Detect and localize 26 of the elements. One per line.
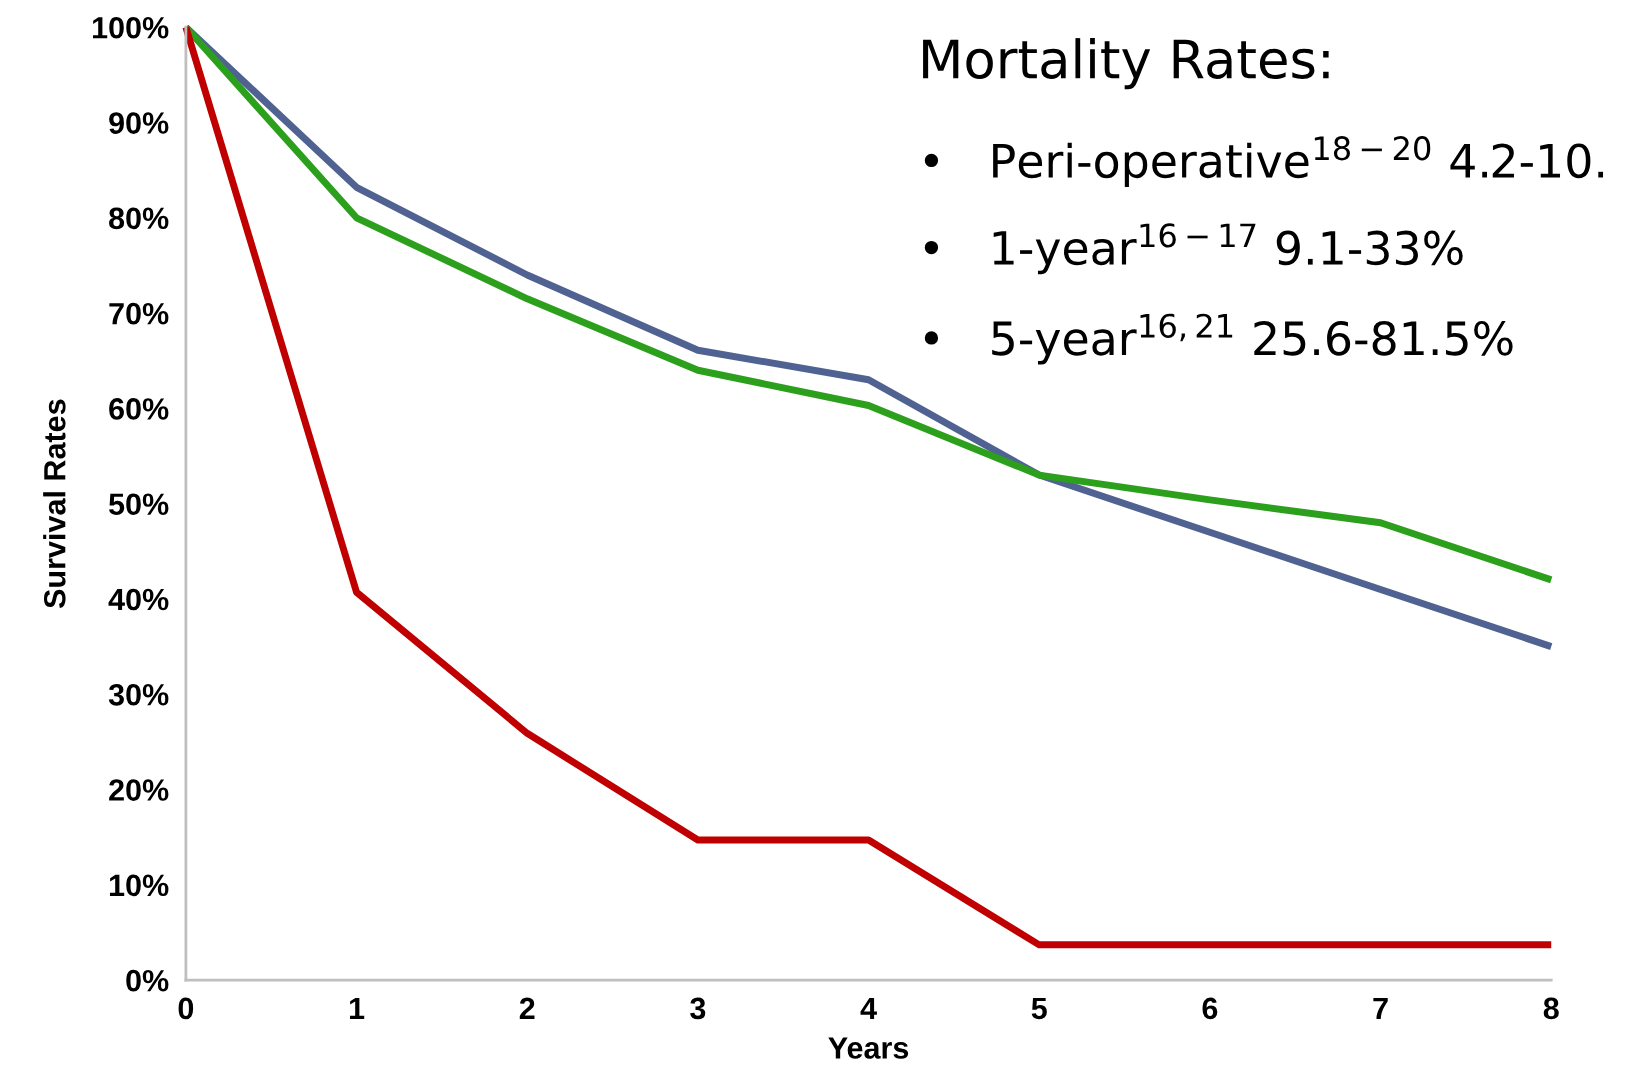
y-tick-label: 40% xyxy=(108,588,169,611)
annotation: • Peri-operative$^{18−20}$ 4.2-10. xyxy=(924,136,1604,188)
y-tick-label: 30% xyxy=(108,683,169,706)
x-tick-label: 7 xyxy=(1373,997,1388,1019)
x-tick-label: 6 xyxy=(1202,997,1218,1020)
annotation: Mortality Rates: xyxy=(923,38,1329,90)
y-tick-label: 70% xyxy=(109,302,169,325)
annotation: • 1-year$^{16−17}$ 9.1-33% xyxy=(924,223,1463,275)
y-axis-title: Survival Rates xyxy=(43,399,66,609)
y-tick-label: 90% xyxy=(109,112,169,134)
x-tick-label: 4 xyxy=(860,997,877,1019)
y-tick-label: 20% xyxy=(109,779,169,801)
y-tick-label: 100% xyxy=(93,16,169,39)
annotation: • 5-year$^{16,21}$ 25.6-81.5% xyxy=(924,313,1513,365)
y-tick-label: 50% xyxy=(109,493,169,516)
x-tick-label: 1 xyxy=(349,997,365,1019)
y-tick-label: 60% xyxy=(109,398,169,420)
x-tick-label: 8 xyxy=(1543,997,1559,1020)
y-tick-label: 0% xyxy=(126,969,169,992)
x-tick-label: 0 xyxy=(178,997,194,1020)
y-tick-label: 10% xyxy=(109,874,169,897)
y-tick-label: 80% xyxy=(109,207,169,230)
x-tick-label: 5 xyxy=(1031,997,1047,1020)
x-tick-label: 3 xyxy=(690,997,706,1020)
x-tick-label: 2 xyxy=(519,997,535,1019)
x-axis-title: Years xyxy=(828,1037,909,1059)
